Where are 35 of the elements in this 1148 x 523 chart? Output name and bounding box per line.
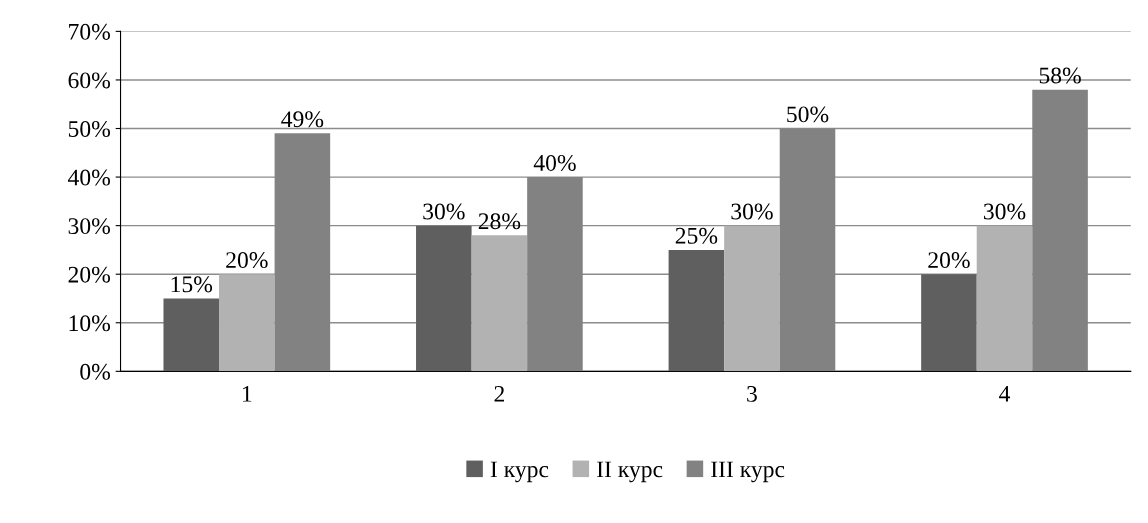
data-label: 30% xyxy=(983,203,1026,220)
y-tick-label: 70% xyxy=(69,23,111,40)
y-tick-label: 40% xyxy=(68,169,111,186)
bar xyxy=(976,225,1033,372)
x-tick-label: 2 xyxy=(494,385,504,402)
legend-label: I курс xyxy=(490,461,549,483)
bar xyxy=(921,274,977,372)
bar xyxy=(471,235,528,372)
data-label: 58% xyxy=(1039,67,1081,84)
data-label: 49% xyxy=(281,111,324,128)
x-tick-label: 3 xyxy=(747,385,757,402)
data-label: 15% xyxy=(171,276,213,293)
data-label: 28% xyxy=(478,213,521,230)
data-label: 25% xyxy=(675,227,718,244)
data-label: 20% xyxy=(928,252,970,269)
legend-label: II курс xyxy=(597,461,663,483)
data-label: 30% xyxy=(423,203,465,220)
bar xyxy=(416,225,472,372)
data-label: 30% xyxy=(731,203,773,220)
x-tick-label: 4 xyxy=(999,386,1011,402)
data-label: 50% xyxy=(787,106,829,123)
bar xyxy=(219,274,275,372)
y-tick-label: 60% xyxy=(68,72,111,89)
y-tick-label: 50% xyxy=(68,121,111,138)
legend-label: III курс xyxy=(711,461,785,483)
y-tick-label: 20% xyxy=(68,266,111,283)
bar xyxy=(724,225,780,372)
data-label: 40% xyxy=(533,154,576,171)
x-tick-label: 1 xyxy=(242,386,252,402)
y-tick-label: 10% xyxy=(69,315,111,332)
y-tick-label: 0% xyxy=(80,363,111,380)
data-label: 20% xyxy=(226,252,268,269)
bar xyxy=(668,249,725,372)
y-tick-label: 30% xyxy=(68,218,111,235)
bar xyxy=(163,298,220,372)
